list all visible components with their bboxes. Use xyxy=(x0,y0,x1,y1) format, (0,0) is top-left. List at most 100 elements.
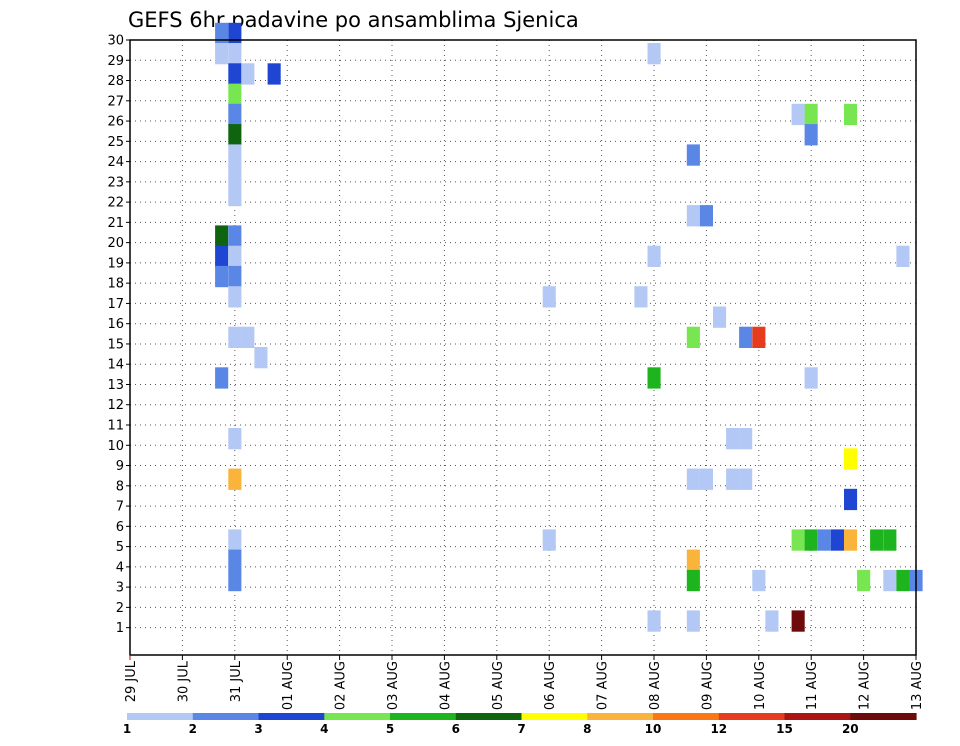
precip-cell xyxy=(215,367,229,389)
y-tick-label: 16 xyxy=(107,317,124,332)
precip-cell xyxy=(228,83,242,105)
precip-cell xyxy=(241,63,255,85)
precip-cell xyxy=(228,549,242,571)
y-tick-label: 5 xyxy=(116,540,124,555)
precip-cell xyxy=(739,326,753,348)
precip-cell xyxy=(215,225,229,247)
precip-cell xyxy=(647,245,661,267)
colorbar-swatch xyxy=(390,713,457,720)
axes: 1234567891011121314151617181920212223242… xyxy=(107,34,925,711)
precip-cell xyxy=(228,43,242,65)
precip-cell xyxy=(804,103,818,126)
precip-cell xyxy=(686,468,700,490)
colorbar-swatch xyxy=(127,713,194,720)
plot-frame xyxy=(129,39,917,656)
precip-cell xyxy=(634,286,648,308)
x-tick-label: 01 AUG xyxy=(281,661,296,710)
colorbar-swatch xyxy=(653,713,720,720)
colorbar-label: 2 xyxy=(189,722,197,736)
y-tick-label: 20 xyxy=(107,236,124,251)
precip-cell xyxy=(686,610,700,632)
y-tick-label: 21 xyxy=(107,216,124,231)
y-tick-label: 28 xyxy=(107,74,124,89)
precip-cell xyxy=(883,529,897,551)
precip-cell xyxy=(791,529,805,551)
y-tick-label: 2 xyxy=(116,601,124,616)
y-tick-label: 15 xyxy=(107,337,124,352)
colorbar-swatch xyxy=(718,713,786,720)
precip-cell xyxy=(228,265,242,288)
precip-cell xyxy=(686,326,700,348)
x-tick-label: 13 AUG xyxy=(910,661,925,710)
precip-cell xyxy=(713,306,727,328)
y-tick-label: 4 xyxy=(116,560,124,575)
y-tick-label: 8 xyxy=(116,479,124,494)
precip-cell xyxy=(228,22,242,45)
x-tick-label: 29 JUL xyxy=(124,660,139,702)
y-tick-label: 13 xyxy=(107,378,124,393)
colorbar-label: 20 xyxy=(842,722,859,736)
precip-cell xyxy=(686,549,700,571)
precip-cell xyxy=(228,124,242,146)
y-tick-label: 30 xyxy=(107,34,124,49)
precip-cell xyxy=(228,184,242,207)
x-tick-label: 06 AUG xyxy=(543,661,558,710)
x-tick-label: 30 JUL xyxy=(176,660,191,702)
precip-cell xyxy=(647,43,661,65)
precip-cell xyxy=(830,529,844,551)
precip-cell xyxy=(726,428,740,450)
y-tick-label: 14 xyxy=(107,358,124,373)
y-tick-label: 1 xyxy=(116,621,124,636)
y-tick-label: 26 xyxy=(107,115,124,130)
x-tick-label: 02 AUG xyxy=(334,661,349,710)
x-tick-label: 09 AUG xyxy=(700,661,715,710)
precip-cell xyxy=(739,428,753,450)
precip-cell xyxy=(228,286,242,308)
precip-cell xyxy=(896,245,910,267)
precip-cell xyxy=(228,569,242,592)
precip-cell xyxy=(804,529,818,551)
colorbar-label: 1 xyxy=(123,722,131,736)
y-tick-label: 17 xyxy=(107,297,124,312)
x-tick-label: 12 AUG xyxy=(858,661,873,710)
y-tick-label: 23 xyxy=(107,175,124,190)
precip-cell xyxy=(791,103,805,126)
precip-cell xyxy=(896,569,910,592)
x-tick-label: 31 JUL xyxy=(229,660,244,702)
colorbar-label: 4 xyxy=(320,722,328,736)
y-tick-label: 10 xyxy=(107,439,124,454)
precip-cell xyxy=(686,205,700,227)
precip-cell xyxy=(228,164,242,186)
colorbar-label: 3 xyxy=(254,722,262,736)
y-tick-label: 24 xyxy=(107,155,124,170)
precip-cell xyxy=(844,103,858,126)
grid xyxy=(130,39,917,655)
precip-cell xyxy=(844,448,858,470)
precipitation-cells xyxy=(215,22,923,632)
y-tick-label: 3 xyxy=(116,581,124,596)
colorbar-label: 8 xyxy=(583,722,591,736)
precip-cell xyxy=(804,124,818,146)
precip-cell xyxy=(686,569,700,592)
precip-cell xyxy=(752,326,766,348)
colorbar-swatch xyxy=(455,713,523,720)
y-tick-label: 9 xyxy=(116,459,124,474)
precip-cell xyxy=(228,245,242,267)
colorbar: 1 2 3 4 5 6 7 8 10 12 15 20 xyxy=(123,713,917,736)
precip-cell xyxy=(699,205,713,227)
x-tick-label: 11 AUG xyxy=(805,661,820,710)
y-tick-label: 22 xyxy=(107,196,124,211)
colorbar-label: 12 xyxy=(710,722,727,736)
precip-cell xyxy=(542,529,556,551)
precip-cell xyxy=(765,610,779,632)
colorbar-label: 6 xyxy=(452,722,460,736)
precip-cell xyxy=(844,488,858,511)
y-tick-label: 12 xyxy=(107,398,124,413)
precip-cell xyxy=(844,529,858,551)
precip-cell xyxy=(791,610,805,632)
colorbar-label: 5 xyxy=(386,722,394,736)
precip-cell xyxy=(817,529,831,551)
x-tick-label: 03 AUG xyxy=(386,661,401,710)
x-tick-label: 08 AUG xyxy=(648,661,663,710)
